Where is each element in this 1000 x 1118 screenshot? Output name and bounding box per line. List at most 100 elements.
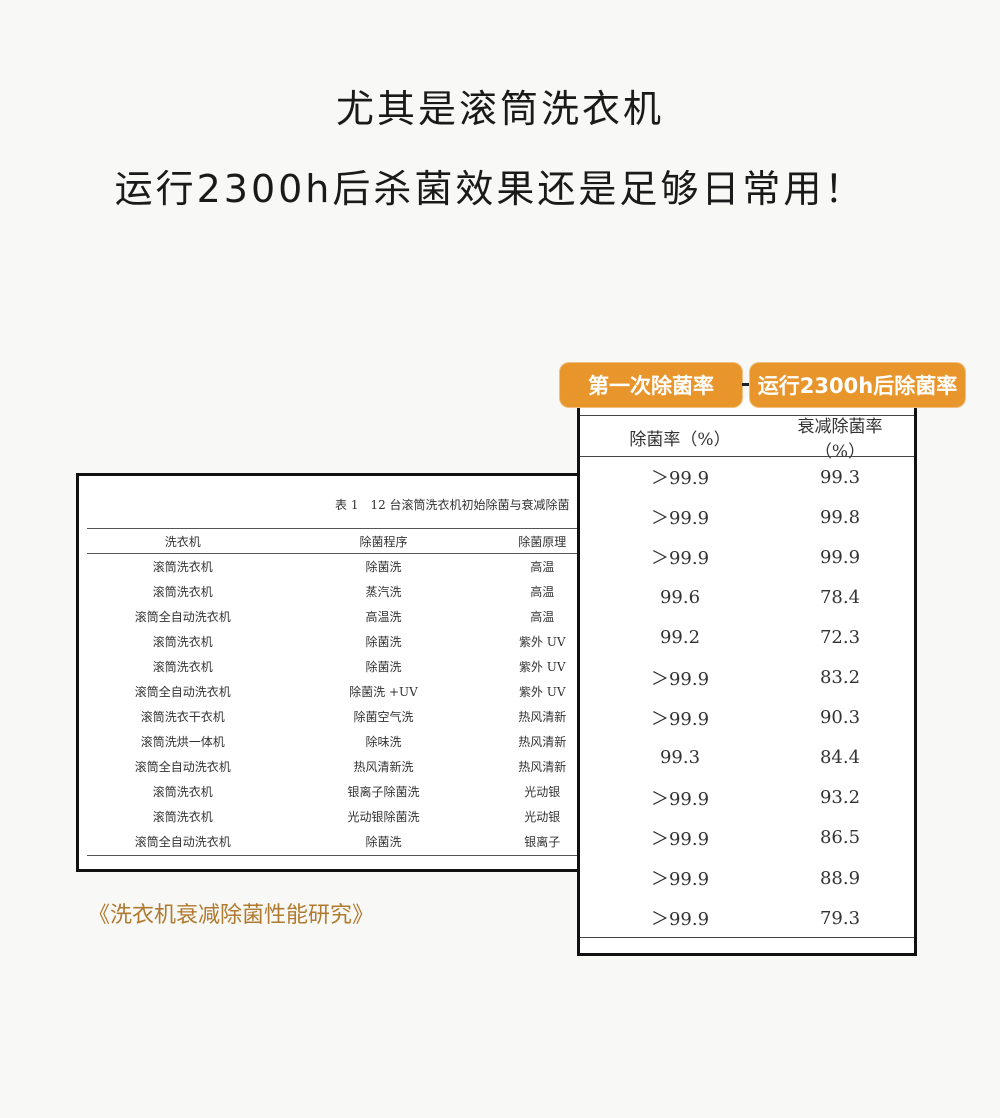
table-cell: 78.4 <box>819 586 861 608</box>
table-cell: ＞99.9 <box>650 869 710 890</box>
table-row: ＞99.9 83.2 <box>580 658 914 698</box>
table-row: 滚筒洗衣机 光动银除菌洗 光动银 <box>87 804 596 829</box>
header-cell: 洗衣机 <box>164 535 201 549</box>
table-cell: 光动银 <box>524 810 561 824</box>
table-cell: 热风清新 <box>518 735 567 749</box>
table-row: ＞99.9 88.9 <box>580 858 914 898</box>
table-cell: 除菌洗 <box>365 560 402 574</box>
table-cell: 83.2 <box>819 667 861 688</box>
table-cell: 除味洗 <box>365 735 402 749</box>
connector-dash <box>742 383 750 386</box>
table-cell: 热风清新 <box>518 760 567 774</box>
table-cell: 滚筒洗衣机 <box>152 785 213 799</box>
table-cell: 紫外 UV <box>518 685 566 699</box>
table-row: 滚筒全自动洗衣机 除菌洗 银离子 <box>87 829 596 854</box>
source-citation: 《洗衣机衰减除菌性能研究》 <box>88 903 375 928</box>
table-cell: ＞99.9 <box>650 909 710 931</box>
table-cell: 滚筒洗衣机 <box>152 585 213 599</box>
table-cell: 90.3 <box>819 707 861 729</box>
table-cell: 光动银 <box>524 785 561 799</box>
table-row: ＞99.9 99.3 <box>580 457 914 497</box>
header-cell: 衰减除菌率（%） <box>797 417 883 462</box>
header-cell: 除菌率（%） <box>629 429 731 450</box>
table-row: 滚筒洗烘一体机 除味洗 热风清新 <box>87 729 596 754</box>
table-cell: 紫外 UV <box>518 660 566 674</box>
tag-first-rate: 第一次除菌率 <box>560 363 742 407</box>
headline-line2: 运行2300h后杀菌效果还是足够日常用！ <box>114 167 866 211</box>
table-cell: ＞99.9 <box>650 828 710 850</box>
header-cell: 除菌原理 <box>518 535 567 549</box>
table-row: 滚筒全自动洗衣机 除菌洗 +UV 紫外 UV <box>87 679 596 704</box>
table-cell: 除菌洗 +UV <box>349 685 418 699</box>
table-cell: 蒸汽洗 <box>365 585 402 599</box>
table-cell: 滚筒全自动洗衣机 <box>134 760 231 774</box>
table-row: 滚筒洗衣干衣机 除菌空气洗 热风清新 <box>87 704 596 729</box>
table-cell: 84.4 <box>819 747 861 769</box>
table-cell: ＞99.9 <box>650 708 710 730</box>
table-row: ＞99.9 86.5 <box>580 818 914 858</box>
table-cell: 除菌洗 <box>365 660 402 674</box>
table-cell: 紫外 UV <box>518 635 566 649</box>
table-cell: 除菌洗 <box>365 635 402 649</box>
table-row: 99.3 84.4 <box>580 738 914 778</box>
table-row: 99.2 72.3 <box>580 617 914 657</box>
table-header-row: 洗衣机 除菌程序 除菌原理 <box>87 529 596 554</box>
table-row: 滚筒洗衣机 除菌洗 紫外 UV <box>87 629 596 654</box>
table-row: 滚筒洗衣机 蒸汽洗 高温 <box>87 579 596 604</box>
table-cell: 86.5 <box>819 827 861 849</box>
table-cell: 银离子 <box>524 835 561 849</box>
table-cell: 滚筒洗衣机 <box>152 660 213 674</box>
table-cell: 滚筒洗烘一体机 <box>140 735 225 749</box>
table-row: 滚筒洗衣机 银离子除菌洗 光动银 <box>87 779 596 804</box>
table-cell: ＞99.9 <box>650 788 710 810</box>
table-cell: 热风清新 <box>518 710 567 724</box>
table-cell: 滚筒全自动洗衣机 <box>134 610 231 624</box>
table-cell: 高温 <box>530 610 555 624</box>
table-cell: 高温 <box>530 560 555 574</box>
table-cell: 除菌洗 <box>365 835 402 849</box>
table-row: ＞99.9 90.3 <box>580 698 914 738</box>
header-cell: 除菌程序 <box>359 535 408 549</box>
table-row: ＞99.9 79.3 <box>580 898 914 938</box>
table-row: ＞99.9 99.9 <box>580 537 914 577</box>
table-cell: 93.2 <box>819 787 861 809</box>
tag-after-rate: 运行2300h后除菌率 <box>750 363 965 407</box>
table-row: ＞99.9 93.2 <box>580 778 914 818</box>
table-cell: 99.8 <box>819 506 861 528</box>
table-cell: 滚筒洗衣机 <box>152 810 213 824</box>
table-cell: 热风清新洗 <box>353 760 414 774</box>
table-cell: ＞99.9 <box>650 548 710 570</box>
table-caption: 表 1 12 台滚筒洗衣机初始除菌与衰减除菌 <box>335 498 570 512</box>
table-cell: 高温 <box>530 585 555 599</box>
table-cell: 99.3 <box>819 466 861 488</box>
table-cell: 滚筒洗衣机 <box>152 635 213 649</box>
table-cell: 99.9 <box>819 546 861 568</box>
table-cell: 72.3 <box>819 626 861 648</box>
table-row: 滚筒洗衣机 除菌洗 紫外 UV <box>87 654 596 679</box>
table-cell: ＞99.9 <box>650 468 710 489</box>
table-row: 滚筒全自动洗衣机 热风清新洗 热风清新 <box>87 754 596 779</box>
table-cell: 光动银除菌洗 <box>347 810 420 824</box>
table-cell: 银离子除菌洗 <box>347 785 420 799</box>
table-row: 滚筒全自动洗衣机 高温洗 高温 <box>87 604 596 629</box>
table-row: ＞99.9 99.8 <box>580 497 914 537</box>
table-cell: 99.6 <box>659 586 701 608</box>
table-cell: 滚筒全自动洗衣机 <box>134 685 231 699</box>
table-cell: 88.9 <box>819 867 861 889</box>
table-cell: 99.2 <box>659 626 701 648</box>
table-cell: 滚筒洗衣机 <box>152 560 213 574</box>
left-table: 表 1 12 台滚筒洗衣机初始除菌与衰减除菌 洗衣机 除菌程序 除菌原理 滚筒洗… <box>76 473 596 872</box>
table-cell: 79.3 <box>819 907 861 929</box>
table-row: 滚筒洗衣机 除菌洗 高温 <box>87 554 596 579</box>
table-cell: 滚筒洗衣干衣机 <box>140 710 225 724</box>
table-header-row: 除菌率（%） 衰减除菌率（%） <box>580 417 914 462</box>
table-cell: 除菌空气洗 <box>353 710 414 724</box>
right-table: 除菌率（%） 衰减除菌率（%） ＞99.9 99.3 ＞99.9 99.8 ＞99.9 9… <box>577 398 917 956</box>
table-cell: 99.3 <box>659 747 701 769</box>
table-cell: 滚筒全自动洗衣机 <box>134 835 231 849</box>
headline-line1: 尤其是滚筒洗衣机 <box>335 87 664 131</box>
table-row: 99.6 78.4 <box>580 577 914 617</box>
table-cell: ＞99.9 <box>650 508 710 530</box>
table-cell: 高温洗 <box>365 610 402 624</box>
table-cell: ＞99.9 <box>650 668 710 690</box>
